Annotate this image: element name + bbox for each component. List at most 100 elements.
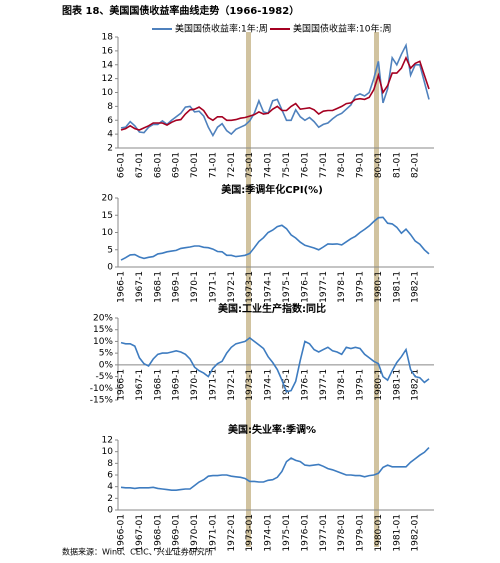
y-tick-label: -10% xyxy=(90,384,114,394)
legend-label: 美国国债收益率:10年:周 xyxy=(293,23,392,35)
x-tick-label: 1977-1 xyxy=(319,369,329,401)
y-tick-label: 10 xyxy=(102,88,114,98)
x-tick-label: 1966-1 xyxy=(117,369,127,401)
x-tick-label: 1966-01 xyxy=(117,514,127,552)
x-tick-label: 1980-1 xyxy=(374,369,384,401)
y-tick-label: 12 xyxy=(102,74,113,84)
x-tick-label: 1973-1 xyxy=(245,271,255,303)
x-tick-label: 77-01 xyxy=(319,152,329,178)
x-tick-label: 1967-1 xyxy=(135,369,145,401)
x-tick-label: 1974-1 xyxy=(264,369,274,401)
x-tick-label: 1969-1 xyxy=(172,271,182,303)
x-tick-label: 1981-1 xyxy=(392,271,402,303)
series-line xyxy=(120,336,430,393)
chart-title: 美国:工业生产指数:同比 xyxy=(218,302,326,315)
legend-label: 美国国债收益率:1年:周 xyxy=(175,23,268,35)
y-tick-label: 10% xyxy=(93,337,113,347)
highlight-band xyxy=(374,32,379,547)
y-tick-label: 14 xyxy=(102,60,114,70)
x-tick-label: 1976-1 xyxy=(300,271,310,303)
x-tick-label: 1977-1 xyxy=(319,271,329,303)
y-tick-label: 0% xyxy=(99,360,114,370)
x-tick-label: 1966-1 xyxy=(117,271,127,303)
x-tick-label: 1971-01 xyxy=(208,514,218,552)
y-tick-label: 15 xyxy=(102,211,113,221)
x-tick-label: 1970-01 xyxy=(190,514,200,552)
y-tick-label: 6 xyxy=(107,471,113,481)
source-note: 数据来源：Wind、CEIC、兴业证券研究所 xyxy=(62,547,213,557)
x-tick-label: 1980-1 xyxy=(374,271,384,303)
y-tick-label: 20% xyxy=(93,314,113,324)
y-tick-label: 4 xyxy=(107,130,113,140)
y-tick-label: 18 xyxy=(102,33,114,43)
x-tick-label: 1970-1 xyxy=(190,369,200,401)
y-tick-label: 0 xyxy=(107,263,113,273)
x-tick-label: 74-01 xyxy=(264,152,274,178)
x-tick-label: 1967-1 xyxy=(135,271,145,303)
x-tick-label: 1971-1 xyxy=(208,271,218,303)
x-tick-label: 78-01 xyxy=(337,152,347,178)
x-tick-label: 1972-01 xyxy=(227,514,237,552)
x-tick-label: 67-01 xyxy=(135,152,145,178)
y-tick-label: 5% xyxy=(99,349,114,359)
x-tick-label: 1979-1 xyxy=(356,369,366,401)
x-tick-label: 70-01 xyxy=(190,152,200,178)
y-tick-label: 10 xyxy=(102,447,114,457)
y-tick-label: 16 xyxy=(102,46,114,56)
x-tick-label: 1971-1 xyxy=(208,369,218,401)
x-tick-label: 68-01 xyxy=(153,152,163,178)
y-tick-label: 2 xyxy=(107,494,113,504)
x-tick-label: 76-01 xyxy=(300,152,310,178)
x-tick-label: 1975-1 xyxy=(282,369,292,401)
x-tick-label: 1968-01 xyxy=(153,514,163,552)
y-tick-label: 8 xyxy=(107,459,113,469)
x-tick-label: 1978-1 xyxy=(337,271,347,303)
x-tick-label: 80-01 xyxy=(374,152,384,178)
series-line xyxy=(120,447,430,491)
x-tick-label: 1973-1 xyxy=(245,369,255,401)
x-tick-label: 1975-01 xyxy=(282,514,292,552)
x-tick-label: 73-01 xyxy=(245,152,255,178)
x-tick-label: 1974-01 xyxy=(264,514,274,552)
series-line xyxy=(120,55,430,131)
x-tick-label: 82-01 xyxy=(411,152,421,178)
x-tick-label: 1979-1 xyxy=(356,271,366,303)
chart-title: 美国:季调年化CPI(%) xyxy=(221,183,323,196)
x-tick-label: 1967-01 xyxy=(135,514,145,552)
x-tick-label: 75-01 xyxy=(282,152,292,178)
x-tick-label: 1980-01 xyxy=(374,514,384,552)
x-tick-label: 71-01 xyxy=(208,152,218,178)
chart-title: 美国:失业率:季调% xyxy=(228,423,316,436)
y-tick-label: -15% xyxy=(90,396,114,406)
y-tick-label: 15% xyxy=(93,325,113,335)
x-tick-label: 1972-1 xyxy=(227,369,237,401)
x-tick-label: 1968-1 xyxy=(153,369,163,401)
x-tick-label: 1969-1 xyxy=(172,369,182,401)
page-title: 图表 18、美国国债收益率曲线走势（1966-1982） xyxy=(62,4,299,17)
x-tick-label: 1976-01 xyxy=(300,514,310,552)
x-tick-label: 1970-1 xyxy=(190,271,200,303)
y-tick-label: 10 xyxy=(102,228,114,238)
x-tick-label: 69-01 xyxy=(172,152,182,178)
x-tick-label: 1978-1 xyxy=(337,369,347,401)
x-tick-label: 1982-1 xyxy=(411,369,421,401)
x-tick-label: 66-01 xyxy=(117,152,127,178)
x-tick-label: 81-01 xyxy=(392,152,402,178)
x-tick-label: 1974-1 xyxy=(264,271,274,303)
x-tick-label: 1981-01 xyxy=(392,514,402,552)
y-tick-label: 20 xyxy=(102,194,114,204)
x-tick-label: 1976-1 xyxy=(300,369,310,401)
x-tick-label: 1977-01 xyxy=(319,514,329,552)
x-tick-label: 1972-1 xyxy=(227,271,237,303)
x-tick-label: 79-01 xyxy=(356,152,366,178)
x-tick-label: 1982-1 xyxy=(411,271,421,303)
y-tick-label: 6 xyxy=(107,116,113,126)
series-line xyxy=(120,42,430,138)
series-line xyxy=(120,216,430,261)
x-tick-label: 1973-01 xyxy=(245,514,255,552)
x-tick-label: 1979-01 xyxy=(356,514,366,552)
y-tick-label: 2 xyxy=(107,144,113,154)
x-tick-label: 1978-01 xyxy=(337,514,347,552)
y-tick-label: -5% xyxy=(95,372,113,382)
